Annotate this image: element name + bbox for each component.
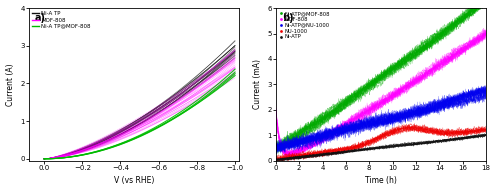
Legend: Ni-A TP, MOF-808, Ni-A TP@MOF-808: Ni-A TP, MOF-808, Ni-A TP@MOF-808 [32,11,91,29]
Y-axis label: Current (A): Current (A) [5,63,14,106]
X-axis label: V (vs RHE): V (vs RHE) [114,176,154,185]
Text: b): b) [282,13,294,23]
Legend: Ni-ATP@MOF-808, MOF-808, Ni-ATP@NU-1000, NU-1000, Ni-ATP: Ni-ATP@MOF-808, MOF-808, Ni-ATP@NU-1000,… [278,11,331,40]
Y-axis label: Current (mA): Current (mA) [252,59,261,109]
X-axis label: Time (h): Time (h) [365,176,397,185]
Text: a): a) [35,13,46,23]
